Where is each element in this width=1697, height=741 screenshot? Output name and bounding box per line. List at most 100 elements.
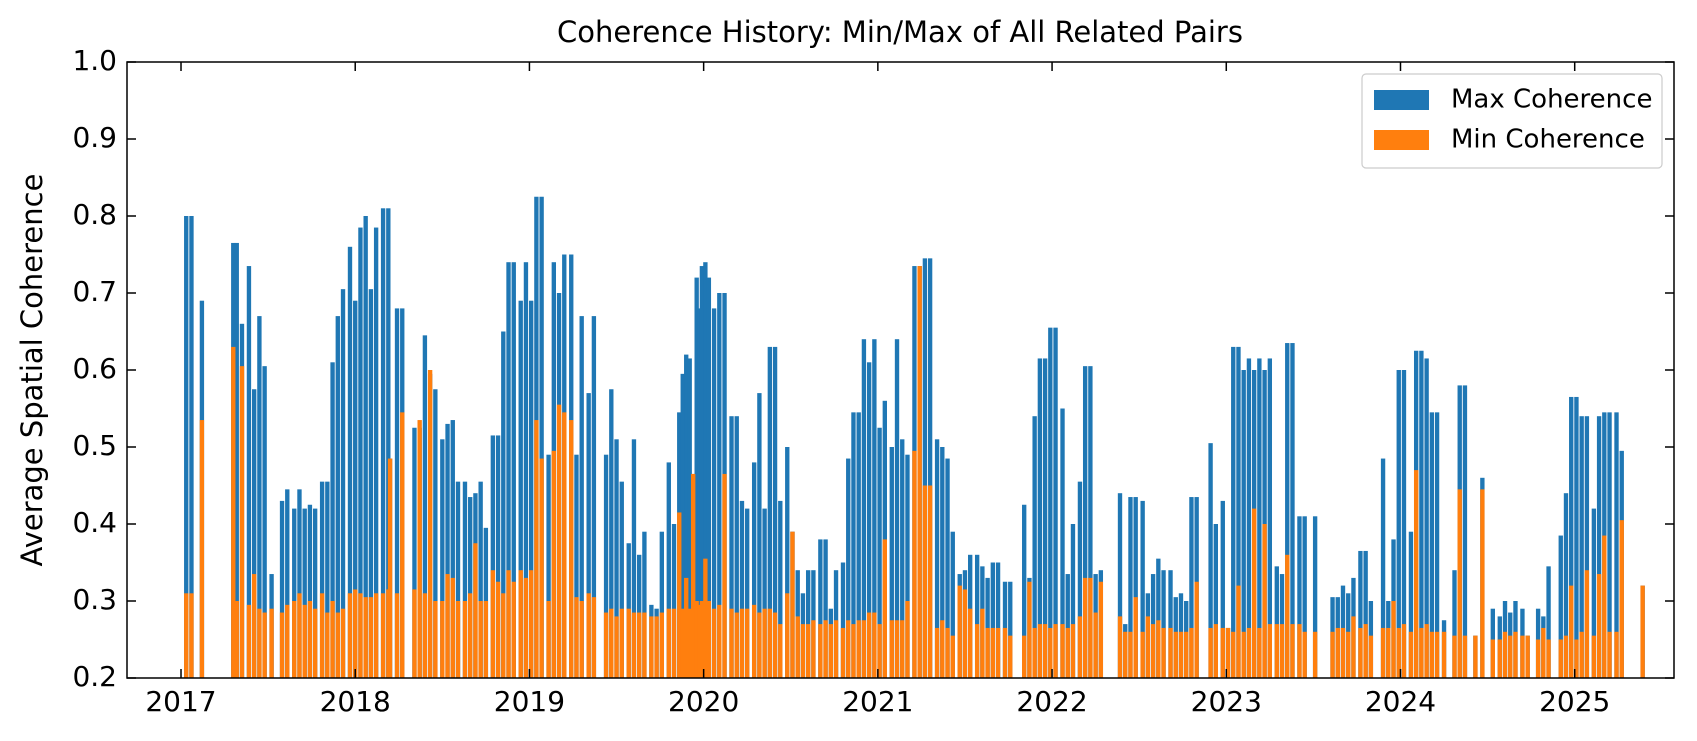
bar [1614, 412, 1619, 678]
bar [757, 612, 762, 678]
bar [445, 423, 450, 678]
x-tick-label: 2018 [320, 685, 391, 718]
bar [1168, 570, 1173, 678]
bar [319, 481, 325, 678]
bar [1452, 635, 1457, 678]
bar [373, 227, 379, 679]
bar [1563, 493, 1569, 678]
bar [1189, 497, 1194, 678]
bar [1596, 416, 1602, 678]
x-tick-label: 2017 [145, 685, 216, 718]
bar [1335, 627, 1340, 678]
bar [518, 300, 523, 678]
bar [671, 524, 677, 678]
bar [528, 570, 534, 678]
bar [579, 601, 584, 678]
bar [1257, 358, 1262, 678]
bar [1391, 601, 1396, 678]
bar [1413, 470, 1419, 678]
bar [591, 597, 597, 678]
bar [1579, 416, 1584, 678]
bar [1048, 327, 1053, 678]
bar [1541, 627, 1546, 678]
bar [882, 539, 887, 678]
bar [1140, 500, 1145, 678]
bar [795, 616, 800, 678]
bar [473, 543, 478, 678]
bar [562, 412, 567, 678]
bar [1032, 627, 1037, 678]
bar [1490, 639, 1495, 678]
bar [680, 608, 685, 678]
bar [1520, 635, 1525, 678]
bar [866, 362, 872, 678]
bar [1441, 631, 1447, 678]
y-tick-label: 0.8 [72, 198, 117, 231]
bar [985, 627, 990, 678]
y-tick-label: 0.3 [72, 583, 117, 616]
bar [523, 262, 529, 678]
bar [945, 458, 950, 678]
bar [745, 608, 750, 678]
bar [659, 612, 665, 678]
legend-box [1361, 73, 1663, 169]
bar [335, 612, 340, 678]
bar [823, 539, 828, 678]
bar [1065, 574, 1070, 678]
bar [1070, 524, 1076, 678]
bar [422, 593, 428, 678]
bar [1008, 581, 1013, 678]
bar [450, 420, 455, 678]
bar [957, 585, 962, 678]
bar [637, 612, 642, 678]
bar [1419, 627, 1424, 678]
bar [729, 608, 734, 678]
bar [950, 531, 955, 678]
bar [1184, 631, 1189, 678]
bar [666, 608, 671, 678]
bar [739, 608, 745, 678]
bar [840, 627, 846, 678]
bar [518, 570, 523, 678]
bar [292, 601, 297, 678]
bar [539, 196, 544, 678]
bar [900, 620, 905, 678]
bar [631, 612, 637, 678]
bar [1117, 616, 1123, 678]
bar [455, 601, 461, 678]
bar [1640, 585, 1645, 678]
y-tick-label: 0.6 [72, 352, 117, 385]
bar [1231, 631, 1236, 678]
bar [335, 316, 340, 678]
bar [450, 577, 455, 678]
bar [340, 608, 346, 678]
bar [501, 331, 506, 678]
bar [511, 262, 516, 678]
bar [872, 612, 877, 678]
bar [851, 624, 856, 678]
bar [1401, 624, 1407, 678]
bar [1584, 570, 1590, 678]
bar [785, 593, 790, 678]
bar [828, 624, 833, 678]
bar [551, 450, 556, 678]
bar [412, 589, 417, 678]
bar [940, 620, 945, 678]
y-tick-label: 0.4 [72, 506, 117, 539]
bar [609, 389, 614, 678]
bar [603, 454, 609, 678]
bar [872, 339, 877, 678]
bar [1591, 508, 1597, 678]
bar [462, 601, 468, 678]
bar [950, 635, 955, 678]
bar [234, 242, 239, 678]
bar [677, 512, 682, 678]
bar [312, 608, 318, 678]
bar [1558, 535, 1563, 678]
bar [1037, 624, 1043, 678]
bar [386, 208, 391, 679]
bar [1008, 635, 1013, 678]
y-tick-label: 0.9 [72, 121, 117, 154]
bar [417, 420, 422, 678]
